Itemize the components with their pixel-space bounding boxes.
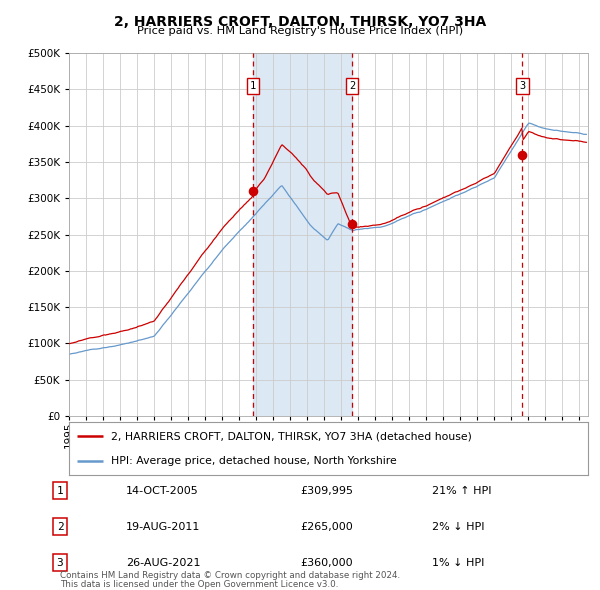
Text: £309,995: £309,995	[300, 486, 353, 496]
Text: 19-AUG-2011: 19-AUG-2011	[126, 522, 200, 532]
Text: £265,000: £265,000	[300, 522, 353, 532]
Text: 2% ↓ HPI: 2% ↓ HPI	[432, 522, 485, 532]
Text: 2, HARRIERS CROFT, DALTON, THIRSK, YO7 3HA (detached house): 2, HARRIERS CROFT, DALTON, THIRSK, YO7 3…	[110, 431, 472, 441]
Bar	[253, 53, 352, 416]
Text: 14-OCT-2005: 14-OCT-2005	[126, 486, 199, 496]
Text: Price paid vs. HM Land Registry's House Price Index (HPI): Price paid vs. HM Land Registry's House …	[137, 26, 463, 36]
Text: 26-AUG-2021: 26-AUG-2021	[126, 558, 200, 568]
Text: 1% ↓ HPI: 1% ↓ HPI	[432, 558, 484, 568]
Text: £360,000: £360,000	[300, 558, 353, 568]
Text: 1: 1	[56, 486, 64, 496]
Text: HPI: Average price, detached house, North Yorkshire: HPI: Average price, detached house, Nort…	[110, 455, 396, 466]
Point	[347, 219, 357, 228]
Text: 2, HARRIERS CROFT, DALTON, THIRSK, YO7 3HA: 2, HARRIERS CROFT, DALTON, THIRSK, YO7 3…	[114, 15, 486, 29]
Text: 2: 2	[56, 522, 64, 532]
Point	[248, 186, 257, 196]
Text: 3: 3	[520, 81, 526, 91]
Text: 3: 3	[56, 558, 64, 568]
Text: 1: 1	[250, 81, 256, 91]
Text: 21% ↑ HPI: 21% ↑ HPI	[432, 486, 491, 496]
Text: Contains HM Land Registry data © Crown copyright and database right 2024.: Contains HM Land Registry data © Crown c…	[60, 571, 400, 580]
Text: This data is licensed under the Open Government Licence v3.0.: This data is licensed under the Open Gov…	[60, 579, 338, 589]
Point	[518, 150, 527, 159]
Text: 2: 2	[349, 81, 355, 91]
